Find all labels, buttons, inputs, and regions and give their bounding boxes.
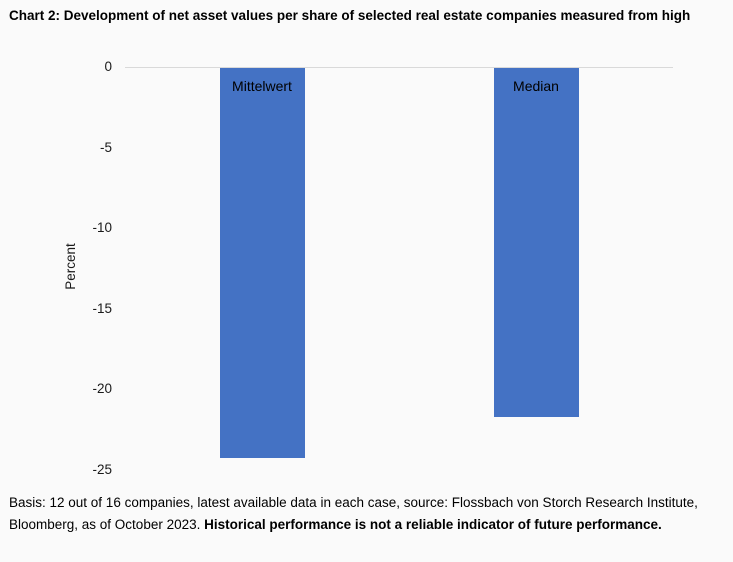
footnote-source-text: Basis: 12 out of 16 companies, latest av…	[9, 495, 698, 532]
y-tick-label: -10	[92, 220, 112, 235]
category-label-median: Median	[513, 78, 559, 94]
y-tick-label: 0	[104, 59, 112, 74]
footnote-disclaimer-text: Historical performance is not a reliable…	[204, 516, 662, 532]
y-axis-title: Percent	[63, 243, 78, 290]
footnote: Basis: 12 out of 16 companies, latest av…	[9, 492, 721, 535]
bar-mittelwert: Mittelwert	[219, 68, 305, 458]
bar-median: Median	[493, 68, 579, 418]
y-tick-label: -5	[99, 139, 112, 155]
y-tick-label: -15	[92, 300, 112, 316]
category-label-mittelwert: Mittelwert	[232, 78, 292, 94]
y-tick-label: -25	[92, 461, 112, 477]
chart-title: Chart 2: Development of net asset values…	[9, 8, 691, 23]
y-tick-label: -20	[92, 381, 112, 396]
zero-gridline	[125, 67, 673, 68]
